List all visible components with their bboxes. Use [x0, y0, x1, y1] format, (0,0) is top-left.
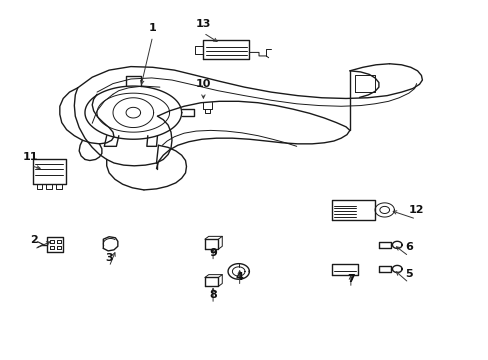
- Text: 5: 5: [404, 269, 412, 279]
- Text: 11: 11: [23, 152, 39, 162]
- Text: 13: 13: [195, 19, 211, 29]
- Text: 6: 6: [404, 242, 412, 252]
- Text: 1: 1: [148, 23, 156, 33]
- Text: 9: 9: [209, 248, 217, 258]
- Text: 2: 2: [30, 235, 38, 245]
- Text: 12: 12: [407, 205, 423, 215]
- Text: 8: 8: [209, 290, 217, 300]
- Text: 7: 7: [346, 274, 354, 284]
- Text: 10: 10: [195, 79, 211, 89]
- Text: 3: 3: [105, 253, 113, 263]
- Text: 4: 4: [235, 273, 243, 283]
